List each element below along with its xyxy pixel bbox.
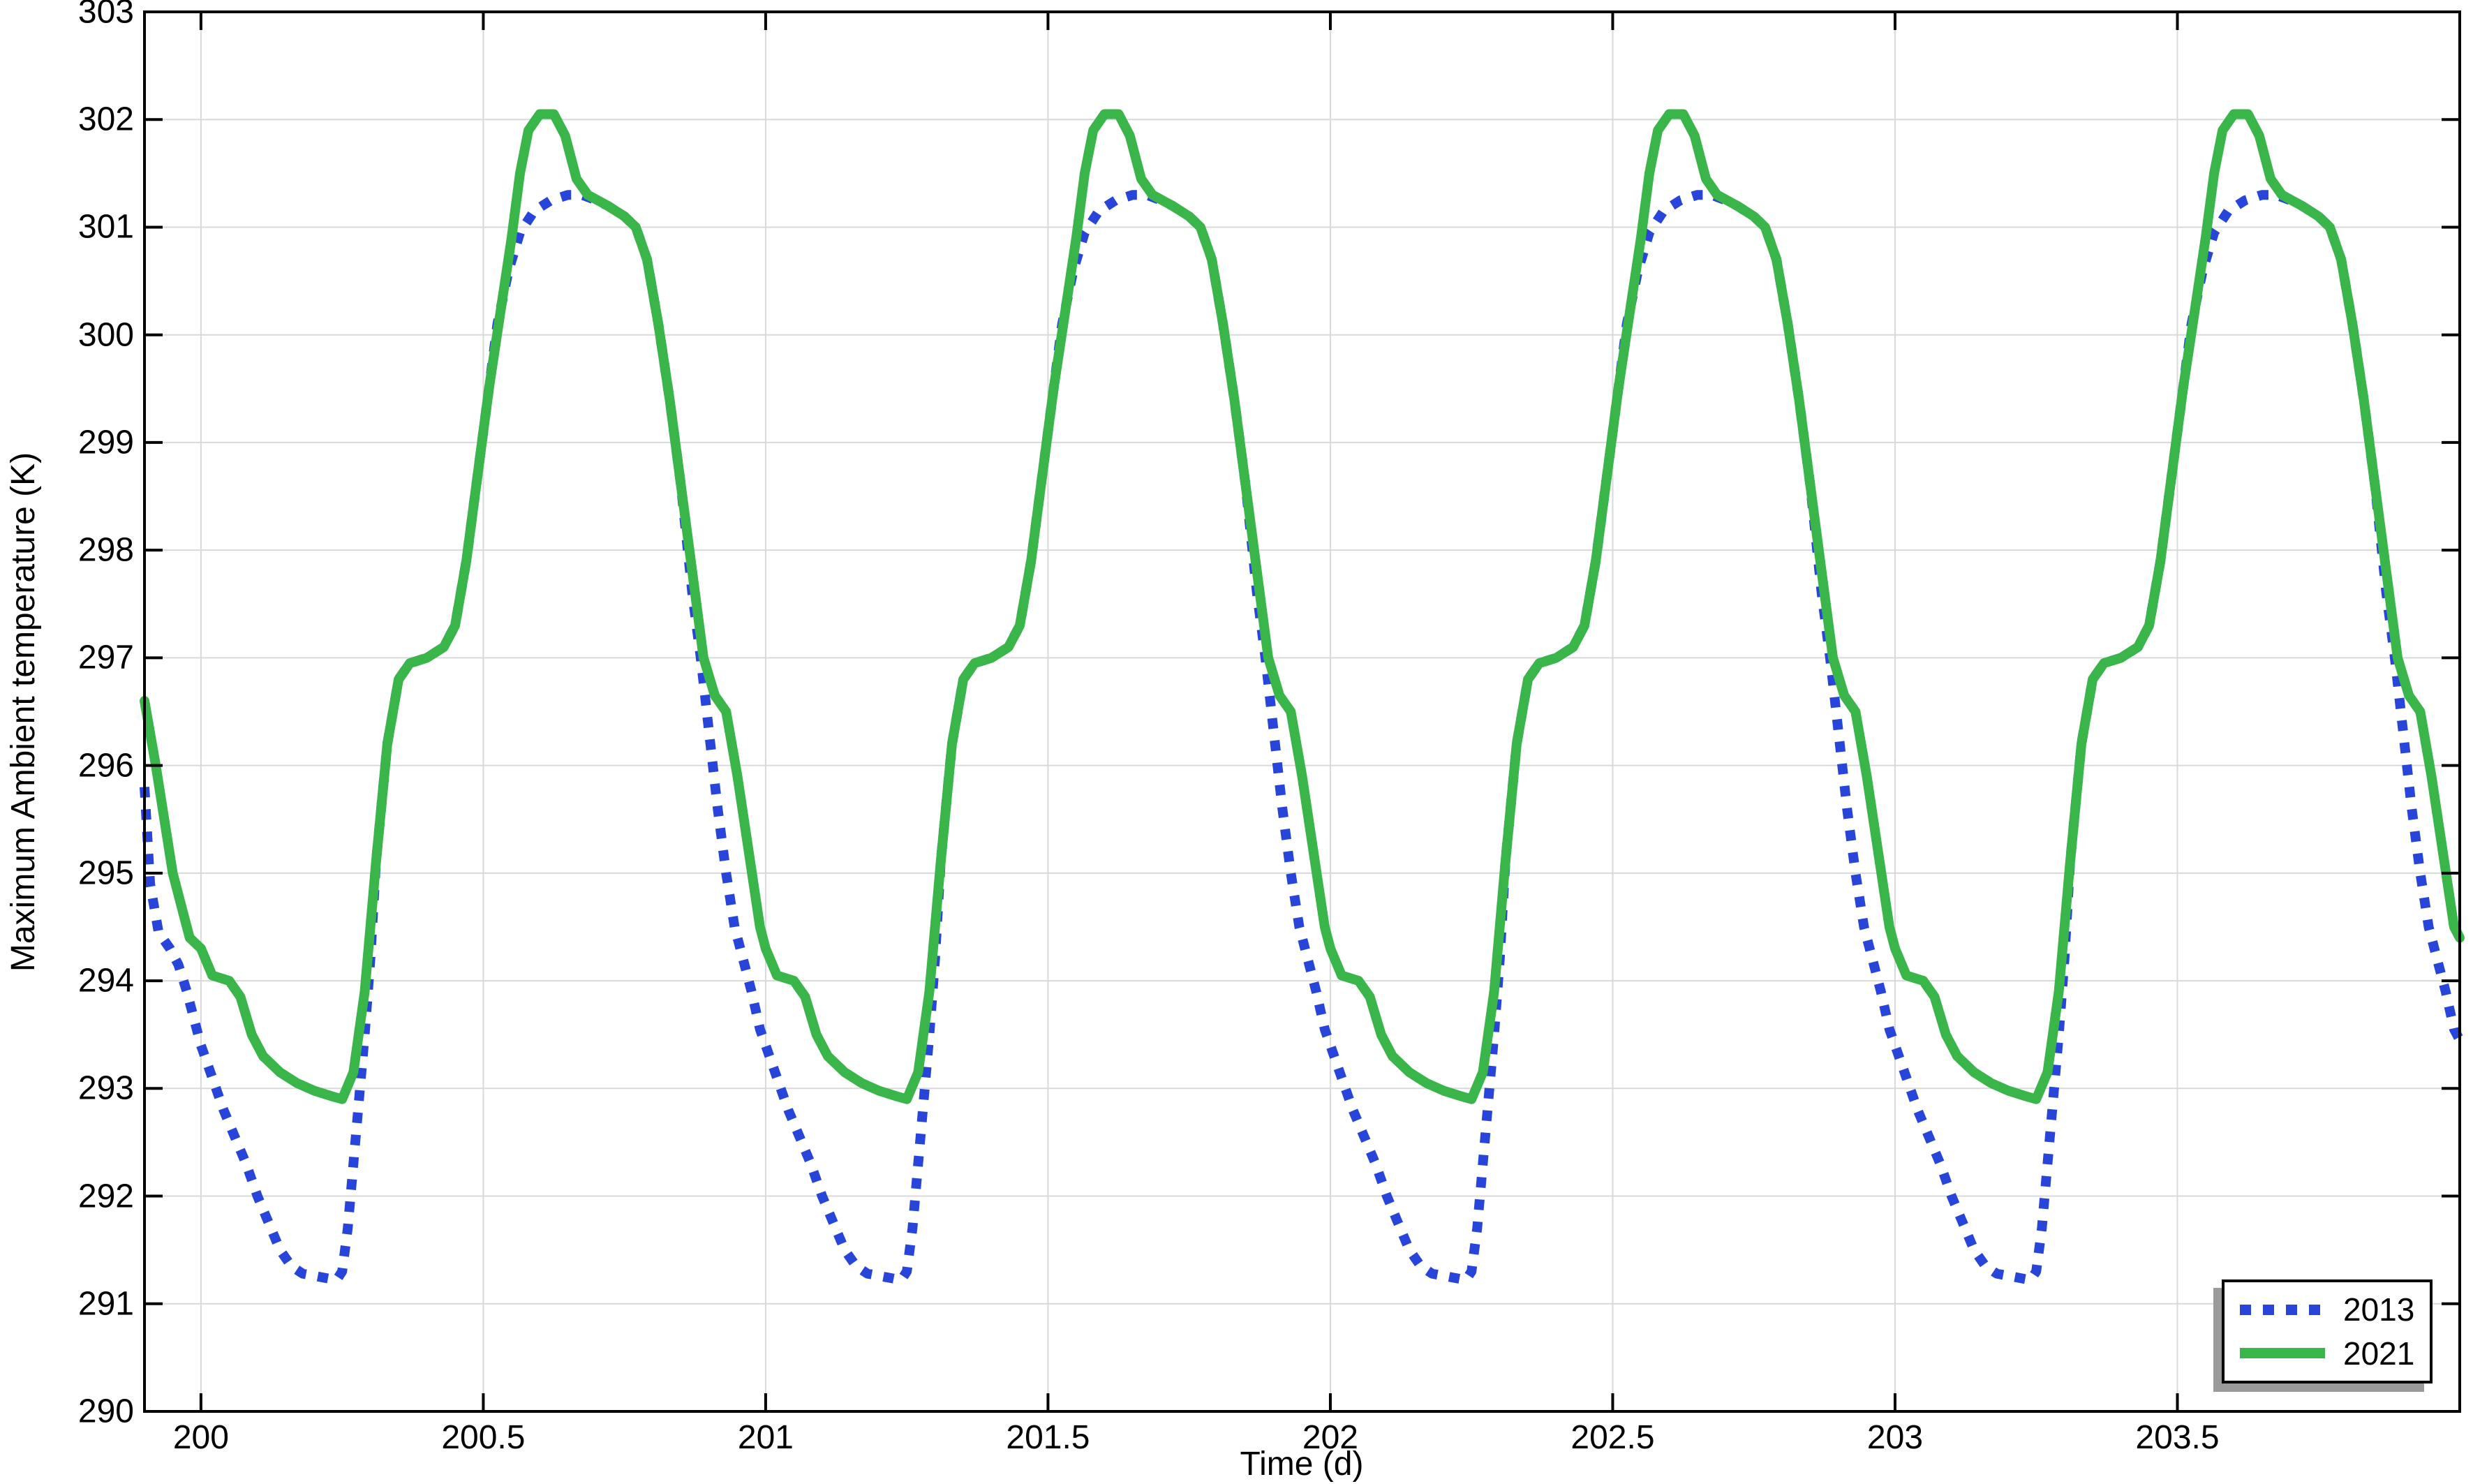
y-tick-label: 300 — [77, 316, 134, 354]
plot-frame — [143, 10, 2461, 1413]
y-axis-label: Maximum Ambient temperature (K) — [5, 452, 42, 972]
y-tick-label: 302 — [77, 101, 134, 138]
y-tick-label: 292 — [77, 1178, 134, 1215]
x-tick-label: 201.5 — [1006, 1419, 1090, 1456]
legend-item-2021: 2021 — [2225, 1337, 2430, 1370]
x-tick-label: 202 — [1302, 1419, 1358, 1456]
y-tick-label: 299 — [77, 424, 134, 461]
y-tick-label: 297 — [77, 639, 134, 676]
legend-label: 2021 — [2343, 1335, 2415, 1372]
x-tick-label: 200.5 — [441, 1419, 526, 1456]
y-tick-label: 290 — [77, 1393, 134, 1430]
x-tick-label: 200 — [172, 1419, 229, 1456]
y-tick-label: 291 — [77, 1285, 134, 1323]
legend-item-2013: 2013 — [2225, 1293, 2430, 1326]
legend: 2013 2021 — [2222, 1279, 2433, 1383]
legend-dotted-line-sample — [2240, 1304, 2325, 1315]
legend-solid-line-sample — [2240, 1348, 2325, 1359]
y-tick-label: 301 — [77, 208, 134, 246]
y-tick-label: 298 — [77, 531, 134, 569]
series-line-2021 — [140, 109, 2465, 1104]
y-tick-label: 293 — [77, 1069, 134, 1107]
x-tick-label: 202.5 — [1570, 1419, 1655, 1456]
x-tick-label: 201 — [737, 1419, 794, 1456]
legend-label: 2013 — [2343, 1291, 2415, 1328]
y-tick-label: 296 — [77, 747, 134, 785]
x-tick-label: 203.5 — [2135, 1419, 2220, 1456]
y-tick-label: 295 — [77, 854, 134, 892]
y-tick-label: 294 — [77, 962, 134, 1000]
x-tick-label: 203 — [1866, 1419, 1924, 1456]
x-axis-label: Time (d) — [1240, 1446, 1364, 1483]
y-tick-label: 303 — [77, 0, 134, 31]
